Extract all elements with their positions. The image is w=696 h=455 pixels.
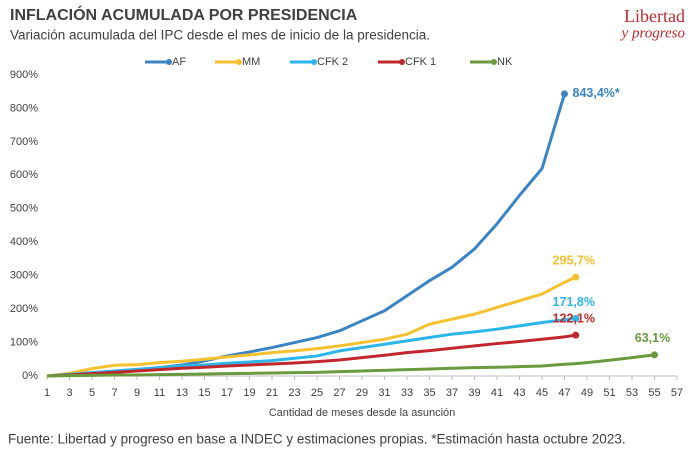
end-point [572,331,580,339]
x-tick-label: 1 [44,387,50,399]
y-tick-label: 400% [10,236,38,248]
legend-label: CFK 1 [405,56,436,68]
y-tick-label: 900% [10,69,38,81]
legend-label: MM [242,56,260,68]
x-tick-label: 3 [66,387,72,399]
x-tick-label: 57 [671,387,683,399]
legend-marker [166,59,172,65]
y-tick-label: 0% [22,370,38,382]
end-point [651,351,658,359]
legend-marker [399,59,405,65]
x-tick-label: 47 [558,387,570,399]
x-tick-label: 51 [603,387,615,399]
legend-label: NK [497,56,513,68]
y-tick-label: 100% [10,336,38,348]
x-tick-label: 49 [581,387,593,399]
end-point [572,273,580,281]
data-label: 843,4%* [573,86,620,100]
legend-label: AF [172,56,186,68]
end-point [561,90,568,98]
series-line [46,333,576,378]
chart-subtitle: Variación acumulada del IPC desde el mes… [10,28,430,43]
x-tick-label: 35 [423,387,435,399]
x-tick-label: 17 [221,387,233,399]
x-tick-label: 41 [491,387,503,399]
source-note: Fuente: Libertad y progreso en base a IN… [8,432,626,447]
data-label: 122,1% [553,311,595,325]
x-tick-label: 39 [468,387,480,399]
x-tick-label: 25 [311,387,323,399]
data-label: 295,7% [553,253,595,267]
x-tick-label: 13 [176,387,188,399]
x-tick-label: 31 [378,387,390,399]
y-tick-label: 200% [10,303,38,315]
end-point [572,315,580,323]
data-label: 63,1% [635,331,670,345]
x-tick-label: 23 [288,387,300,399]
y-tick-label: 700% [10,136,38,148]
y-tick-label: 500% [10,203,38,215]
chart-title: INFLACIÓN ACUMULADA POR PRESIDENCIA [10,5,358,24]
y-tick-label: 800% [10,102,38,114]
y-tick-label: 300% [10,270,38,282]
logo-line2: y progreso [620,25,686,41]
x-tick-label: 9 [134,387,140,399]
x-tick-label: 45 [536,387,548,399]
x-tick-label: 11 [154,387,165,399]
x-tick-label: 21 [266,387,278,399]
x-tick-label: 53 [626,387,638,399]
x-tick-label: 7 [111,387,117,399]
legend-marker [491,59,497,65]
series-line [46,93,566,378]
y-tick-label: 600% [10,169,38,181]
series-line [46,275,577,378]
x-axis-label: Cantidad de meses desde la asunción [269,407,456,419]
legend-label: CFK 2 [317,56,348,68]
legend-marker [236,59,242,65]
series-line [46,353,655,378]
x-tick-label: 37 [446,387,458,399]
x-tick-label: 5 [89,387,95,399]
x-tick-label: 27 [333,387,345,399]
x-tick-label: 55 [648,387,660,399]
x-tick-label: 43 [513,387,525,399]
x-tick-label: 15 [198,387,210,399]
logo-line1: Libertad [624,6,685,26]
x-tick-label: 33 [401,387,413,399]
series-line [46,317,576,378]
x-tick-label: 19 [243,387,255,399]
legend-marker [311,59,317,65]
data-label: 171,8% [553,295,595,309]
x-tick-label: 29 [356,387,368,399]
